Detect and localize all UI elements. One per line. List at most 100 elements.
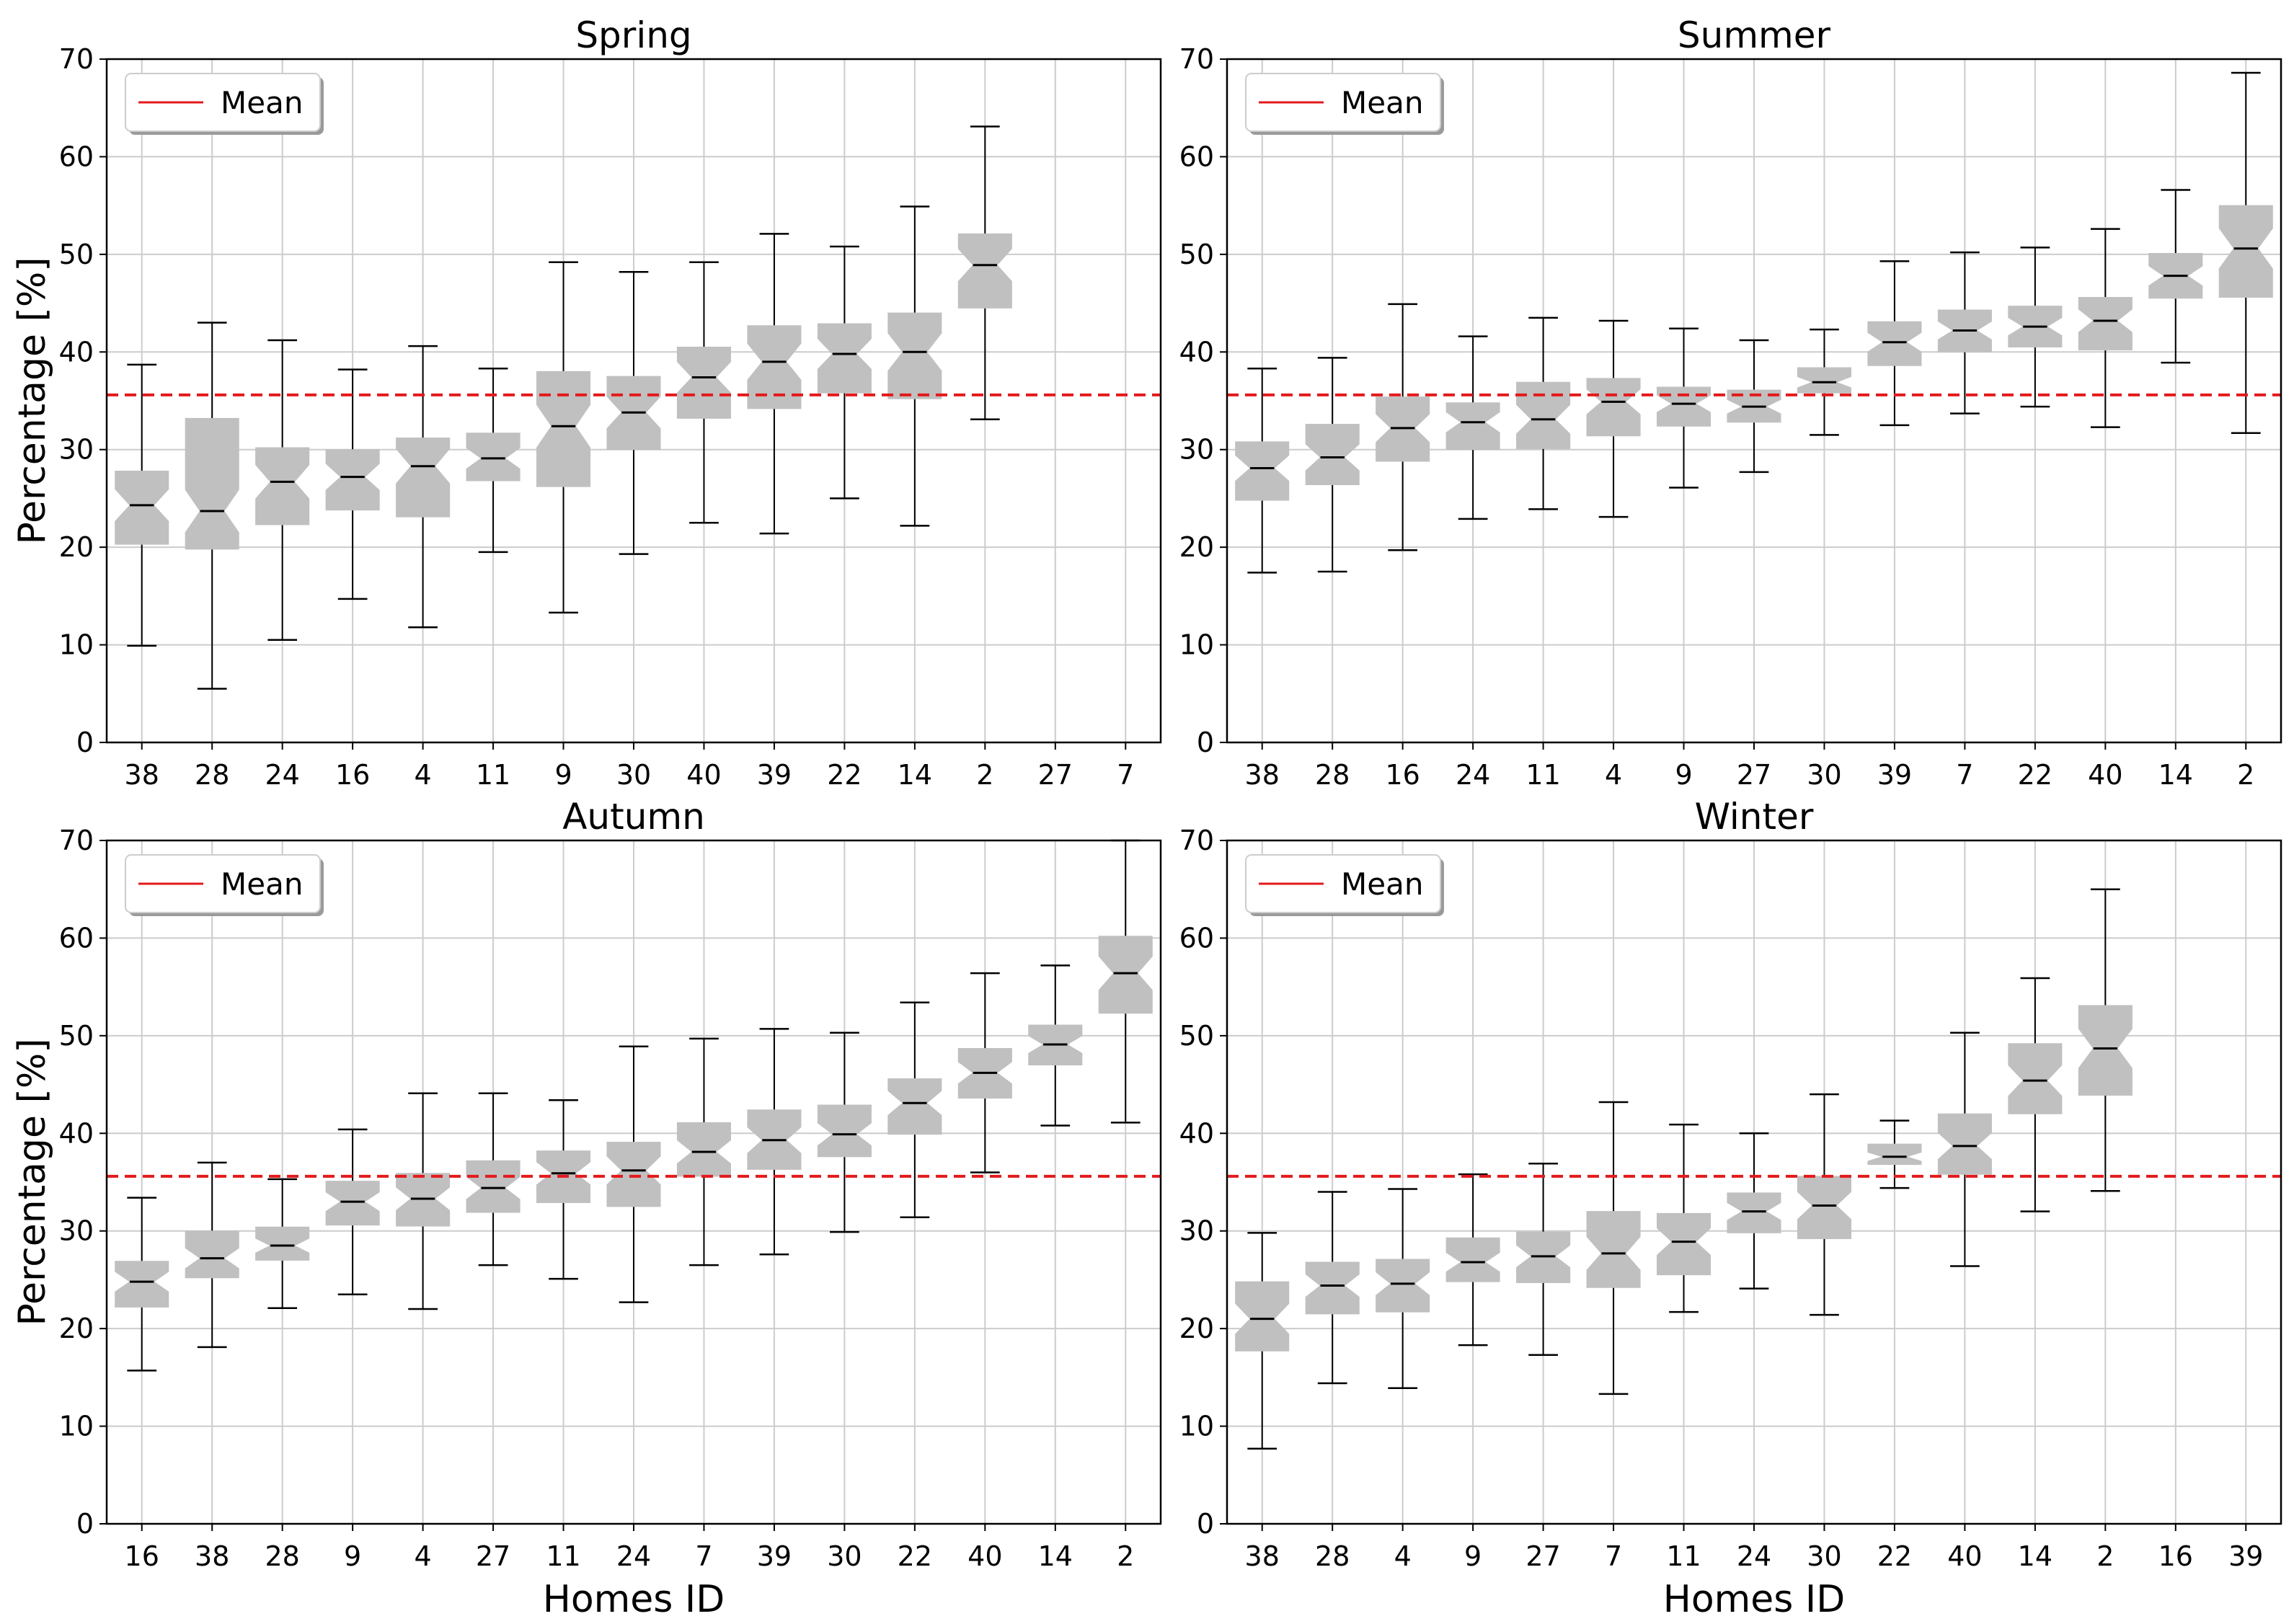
x-tick-label: 14 xyxy=(2158,759,2193,791)
box-home-28 xyxy=(1305,1191,1360,1385)
x-tick-label: 2 xyxy=(976,759,993,791)
box-home-22 xyxy=(1867,1119,1922,1189)
iqr-box xyxy=(1376,1259,1430,1313)
x-tick-label: 7 xyxy=(695,1540,712,1572)
x-tick-label: 14 xyxy=(1038,1540,1073,1572)
box-home-11 xyxy=(1516,316,1571,510)
y-tick-label: 40 xyxy=(59,1117,94,1149)
panel-autumn: 0 10 20 30 40 50 60 70 16 38 28 9 4 27 11 24 7 39 30 22 40 14… xyxy=(11,796,1162,1621)
x-tick-label: 16 xyxy=(2158,1540,2193,1572)
x-tick-label: 24 xyxy=(265,759,299,791)
y-tick-label: 10 xyxy=(59,629,94,661)
box-home-11 xyxy=(1656,1123,1711,1313)
y-tick-label: 30 xyxy=(1179,434,1214,466)
iqr-box xyxy=(325,1181,380,1226)
y-axis-label: Percentage [%] xyxy=(11,257,54,544)
y-tick-label: 40 xyxy=(59,336,94,368)
x-tick-label: 24 xyxy=(616,1540,651,1572)
x-tick-label: 4 xyxy=(415,1540,432,1572)
x-tick-label: 30 xyxy=(827,1540,862,1572)
y-tick-label: 0 xyxy=(76,727,94,758)
x-tick-label: 4 xyxy=(1394,1540,1412,1572)
x-tick-label: 22 xyxy=(2018,759,2052,791)
panel-title: Summer xyxy=(1678,14,1831,56)
legend-box xyxy=(125,73,321,132)
box-home-24 xyxy=(1727,1132,1781,1290)
x-tick-label: 16 xyxy=(125,1540,159,1572)
y-tick-label: 40 xyxy=(1179,1117,1214,1149)
x-axis-label: Homes ID xyxy=(1663,1578,1846,1620)
box-home-30 xyxy=(1797,328,1852,436)
iqr-box xyxy=(817,323,872,394)
box-home-24 xyxy=(1445,335,1500,520)
y-tick-label: 10 xyxy=(59,1411,94,1442)
box-home-40 xyxy=(2078,228,2133,428)
box-home-2 xyxy=(2218,71,2273,434)
iqr-box xyxy=(2078,1005,2133,1096)
box-home-14 xyxy=(2008,977,2063,1212)
x-tick-label: 9 xyxy=(554,759,572,791)
box-home-2 xyxy=(957,125,1012,420)
y-tick-label: 70 xyxy=(59,43,94,75)
y-tick-label: 70 xyxy=(1179,825,1214,856)
x-tick-label: 27 xyxy=(1038,759,1073,791)
iqr-box xyxy=(185,1230,239,1279)
x-tick-label: 38 xyxy=(195,1540,229,1572)
box-home-14 xyxy=(1028,964,1083,1127)
box-home-4 xyxy=(396,345,451,629)
iqr-box xyxy=(1305,424,1360,485)
plot-frame xyxy=(1226,839,2282,1525)
box-home-14 xyxy=(2148,189,2203,364)
y-tick-label: 40 xyxy=(1179,336,1214,368)
iqr-box xyxy=(887,312,942,399)
box-home-22 xyxy=(817,245,872,500)
box-home-38 xyxy=(1235,368,1290,574)
x-tick-label: 14 xyxy=(2018,1540,2052,1572)
iqr-box xyxy=(887,1078,942,1135)
iqr-box xyxy=(2078,296,2133,351)
panel-summer: 0 10 20 30 40 50 60 70 38 28 16 24 11 4 9 27 30 39 7 22 40 14… xyxy=(1179,14,2282,791)
y-tick-label: 0 xyxy=(76,1508,94,1540)
box-home-40 xyxy=(1937,1031,1992,1267)
y-tick-label: 60 xyxy=(1179,141,1214,172)
x-tick-label: 38 xyxy=(1245,1540,1280,1572)
iqr-box xyxy=(185,417,239,550)
box-home-30 xyxy=(1797,1093,1852,1316)
x-tick-label: 28 xyxy=(265,1540,299,1572)
panel-spring: 0 10 20 30 40 50 60 70 38 28 24 16 4 11 9 30 40 39 22 14 2 27… xyxy=(11,14,1162,791)
y-tick-label: 10 xyxy=(1179,1411,1214,1442)
box-home-39 xyxy=(747,1028,802,1256)
y-tick-label: 30 xyxy=(59,1215,94,1247)
legend-mean-label: Mean xyxy=(221,866,303,902)
panel-winter: 0 10 20 30 40 50 60 70 38 28 4 9 27 7 11 24 30 22 40 14 2 16 3… xyxy=(1179,796,2282,1621)
box-home-4 xyxy=(396,1092,451,1310)
box-home-39 xyxy=(747,233,802,535)
box-home-9 xyxy=(325,1128,380,1295)
x-tick-label: 28 xyxy=(1315,759,1350,791)
iqr-box xyxy=(1656,386,1711,427)
iqr-box xyxy=(1727,1192,1781,1233)
box-home-38 xyxy=(1235,1232,1290,1450)
box-home-40 xyxy=(676,261,732,524)
box-home-7 xyxy=(1937,251,1992,414)
x-tick-label: 11 xyxy=(1666,1540,1701,1572)
box-home-14 xyxy=(887,205,942,527)
iqr-box xyxy=(115,1261,169,1308)
y-tick-label: 30 xyxy=(59,434,94,466)
x-tick-label: 27 xyxy=(476,1540,510,1572)
plot-frame xyxy=(1226,58,2282,744)
iqr-box xyxy=(255,447,310,525)
x-tick-label: 30 xyxy=(1807,759,1841,791)
box-home-7 xyxy=(676,1037,732,1266)
iqr-box xyxy=(1867,321,1922,366)
x-tick-label: 40 xyxy=(967,1540,1002,1572)
panel-title: Autumn xyxy=(562,796,705,838)
panel-title: Spring xyxy=(575,14,691,56)
y-tick-label: 70 xyxy=(1179,43,1214,75)
x-tick-label: 7 xyxy=(1605,1540,1622,1572)
y-tick-label: 10 xyxy=(1179,629,1214,661)
x-tick-label: 24 xyxy=(1737,1540,1771,1572)
box-home-11 xyxy=(466,368,521,554)
iqr-box xyxy=(255,1226,310,1261)
